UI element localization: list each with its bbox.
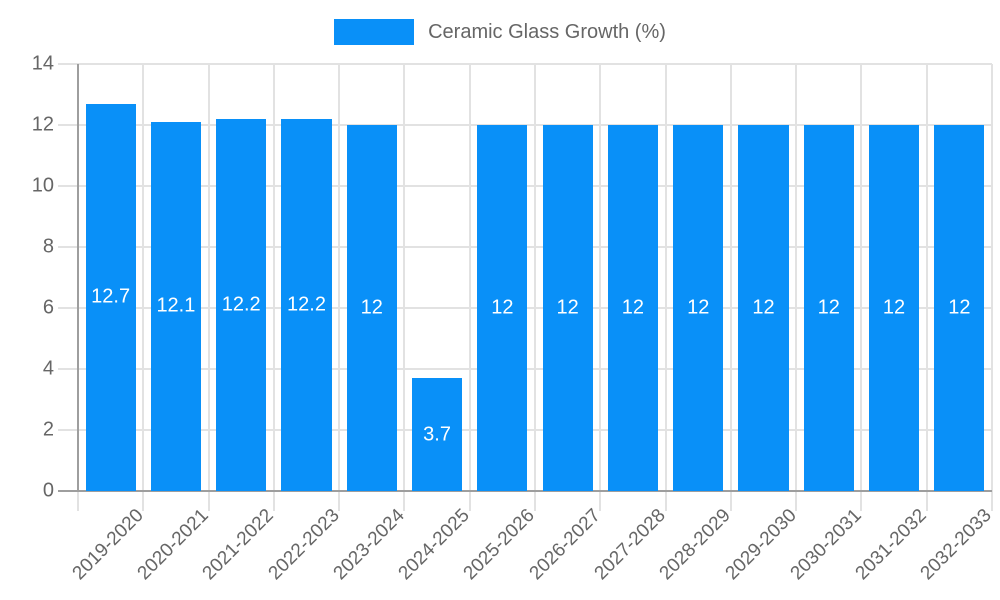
bar[interactable]: 12.2 <box>281 118 332 491</box>
bar-value-label: 12 <box>491 296 514 319</box>
bar[interactable]: 12 <box>803 125 854 491</box>
y-axis-tick-label: 0 <box>42 479 54 502</box>
bar[interactable]: 12 <box>346 125 397 491</box>
y-axis-tick-label: 4 <box>42 357 54 380</box>
y-axis-tick-label: 12 <box>31 113 54 136</box>
x-axis-tick-label: 2029-2030 <box>721 505 801 585</box>
bar-value-label: 12.7 <box>91 285 131 308</box>
bar-value-label: 12 <box>948 296 971 319</box>
bar[interactable]: 12.1 <box>150 121 202 491</box>
chart-legend[interactable]: Ceramic Glass Growth (%) <box>0 12 1000 52</box>
x-gridline <box>468 64 471 511</box>
bar-value-label: 12.2 <box>287 293 326 316</box>
bar[interactable]: 12.2 <box>216 118 267 491</box>
x-gridline <box>599 64 602 511</box>
bar-value-label: 3.7 <box>423 423 451 446</box>
x-axis-tick-label: 2025-2026 <box>460 505 540 585</box>
y-axis-tick-label: 8 <box>42 235 54 258</box>
plot-area: 0 2 4 6 8 10 12 14 12.7 12.1 12.2 12.2 12 3.7 12 12 12 12… <box>32 53 996 585</box>
legend-swatch <box>334 19 415 45</box>
y-axis-line <box>77 64 79 491</box>
bar[interactable]: 12 <box>542 125 593 491</box>
bar-value-label: 12 <box>556 296 579 319</box>
legend-label: Ceramic Glass Growth (%) <box>428 20 666 43</box>
bar-value-label: 12 <box>687 296 710 319</box>
x-axis-line <box>58 490 992 492</box>
x-gridline <box>207 64 210 511</box>
x-gridline <box>795 64 798 511</box>
x-axis-tick-label: 2032-2033 <box>917 505 997 585</box>
bar-value-label: 12.1 <box>156 294 196 317</box>
x-gridline <box>860 64 863 511</box>
bar[interactable]: 12 <box>868 125 920 491</box>
bar[interactable]: 12 <box>607 125 659 491</box>
bar[interactable]: 12 <box>738 125 789 491</box>
x-gridline <box>991 64 993 511</box>
x-gridline <box>272 64 275 511</box>
bar-value-label: 12 <box>621 296 645 319</box>
bar-value-label: 12 <box>360 296 383 319</box>
x-axis-tick-label: 2022-2023 <box>264 505 344 585</box>
x-axis-tick-label: 2021-2022 <box>198 505 279 585</box>
bar[interactable]: 12.7 <box>85 103 136 491</box>
x-gridline <box>664 64 667 511</box>
bar-value-label: 12 <box>817 296 840 319</box>
x-axis-tick-label: 2028-2029 <box>655 505 736 585</box>
x-gridline <box>925 64 928 511</box>
x-gridline <box>142 64 145 511</box>
bar[interactable]: 12 <box>673 125 724 491</box>
bar-value-label: 12.2 <box>221 293 261 316</box>
bar[interactable]: 3.7 <box>411 378 463 491</box>
y-axis-tick-label: 14 <box>31 52 54 75</box>
y-axis-tick-label: 10 <box>31 174 54 197</box>
x-gridline <box>729 64 732 511</box>
bar-value-label: 12 <box>752 296 775 319</box>
y-gridline <box>58 63 992 65</box>
y-axis-tick-label: 6 <box>42 296 54 319</box>
bar[interactable]: 12 <box>477 125 528 491</box>
x-gridline <box>534 64 536 511</box>
x-gridline <box>403 64 406 511</box>
y-axis-tick-label: 2 <box>42 418 54 441</box>
bar[interactable]: 12 <box>934 125 985 491</box>
bar-value-label: 12 <box>882 296 906 319</box>
x-gridline <box>338 64 341 511</box>
